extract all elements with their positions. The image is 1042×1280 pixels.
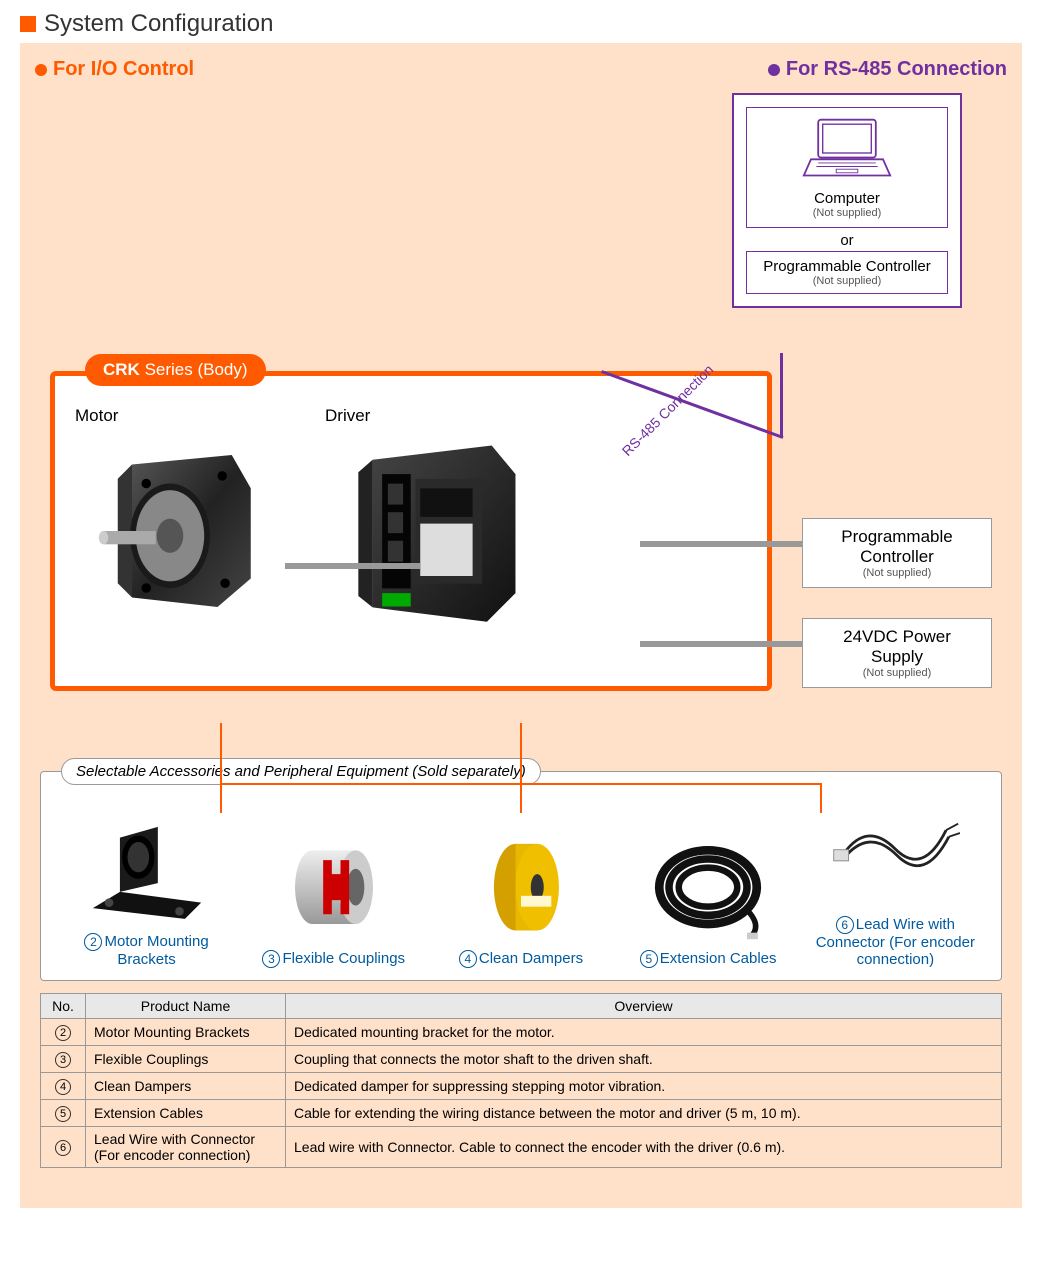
section-title: System Configuration — [0, 0, 1042, 43]
driver-label: Driver — [325, 406, 525, 426]
acc-line-right-v — [820, 783, 822, 813]
accessories-table: No. Product Name Overview 2Motor Mountin… — [40, 993, 1002, 1168]
leadwire-icon — [830, 807, 960, 900]
power-supply-note: (Not supplied) — [817, 667, 977, 679]
bracket-icon — [82, 816, 212, 924]
power-supply-box: 24VDC Power Supply (Not supplied) — [802, 618, 992, 688]
coupling-icon — [269, 833, 399, 941]
or-label: or — [746, 232, 948, 249]
damper-icon — [456, 833, 586, 941]
diagram-area: For I/O Control For RS-485 Connection Co… — [20, 43, 1022, 1208]
cell-name: Flexible Couplings — [86, 1046, 286, 1073]
title-bullet-icon — [20, 16, 36, 32]
orange-dot-icon — [35, 64, 47, 76]
motor-label: Motor — [75, 406, 265, 426]
computer-not-supplied: (Not supplied) — [753, 207, 941, 219]
rs485-heading: For RS-485 Connection — [768, 58, 1007, 81]
cell-overview: Dedicated mounting bracket for the motor… — [286, 1019, 1002, 1046]
io-control-label: For I/O Control — [53, 58, 194, 81]
cell-no: 4 — [41, 1073, 86, 1100]
prog-controller-box-right: Programmable Controller (Not supplied) — [802, 518, 992, 588]
cell-name: Clean Dampers — [86, 1073, 286, 1100]
rs485-heading-label: For RS-485 Connection — [786, 58, 1007, 81]
driver-block: Driver — [325, 406, 525, 656]
acc-item-coupling: 3Flexible Couplings — [244, 832, 424, 968]
prog-controller-box-top: Programmable Controller (Not supplied) — [746, 251, 948, 294]
prog-controller-note-right: (Not supplied) — [817, 567, 977, 579]
th-no: No. — [41, 994, 86, 1019]
cell-name: Lead Wire with Connector (For encoder co… — [86, 1127, 286, 1168]
acc-num-5: 5 — [640, 950, 658, 968]
acc-label-5: Extension Cables — [660, 950, 777, 967]
laptop-icon — [802, 116, 892, 181]
table-row: 2Motor Mounting BracketsDedicated mounti… — [41, 1019, 1002, 1046]
table-row: 5Extension CablesCable for extending the… — [41, 1100, 1002, 1127]
table-row: 3Flexible CouplingsCoupling that connect… — [41, 1046, 1002, 1073]
cell-no: 3 — [41, 1046, 86, 1073]
acc-item-damper: 4Clean Dampers — [431, 832, 611, 968]
acc-label-2: Motor Mounting Brackets — [104, 933, 208, 968]
acc-line-motor-v — [220, 723, 222, 813]
motor-block: Motor — [75, 406, 265, 656]
acc-num-3: 3 — [262, 950, 280, 968]
accessories-panel-title: Selectable Accessories and Peripheral Eq… — [61, 758, 541, 785]
motor-icon — [75, 436, 265, 626]
computer-label: Computer — [753, 190, 941, 207]
acc-line-h — [220, 783, 822, 785]
cell-overview: Lead wire with Connector. Cable to conne… — [286, 1127, 1002, 1168]
computer-box: Computer (Not supplied) — [746, 107, 948, 228]
rs485-line-vert — [780, 353, 783, 438]
cell-no: 5 — [41, 1100, 86, 1127]
driver-icon — [325, 436, 525, 636]
table-row: 6Lead Wire with Connector (For encoder c… — [41, 1127, 1002, 1168]
title-text: System Configuration — [44, 10, 273, 38]
cell-overview: Dedicated damper for suppressing steppin… — [286, 1073, 1002, 1100]
motor-driver-connection — [285, 563, 420, 569]
cable-coil-icon — [643, 833, 773, 941]
acc-num-6: 6 — [836, 916, 854, 934]
th-overview: Overview — [286, 994, 1002, 1019]
cell-no: 6 — [41, 1127, 86, 1168]
th-name: Product Name — [86, 994, 286, 1019]
cell-overview: Cable for extending the wiring distance … — [286, 1100, 1002, 1127]
prog-controller-not-supplied-top: (Not supplied) — [753, 275, 941, 287]
purple-dot-icon — [768, 64, 780, 76]
acc-num-2: 2 — [84, 933, 102, 951]
cell-no: 2 — [41, 1019, 86, 1046]
table-row: 4Clean DampersDedicated damper for suppr… — [41, 1073, 1002, 1100]
acc-num-4: 4 — [459, 950, 477, 968]
acc-line-driver-v — [520, 723, 522, 813]
acc-item-extcable: 5Extension Cables — [618, 832, 798, 968]
prog-controller-label-right: Programmable Controller — [817, 527, 977, 567]
rs485-devices-box: Computer (Not supplied) or Programmable … — [732, 93, 962, 308]
power-supply-label: 24VDC Power Supply — [817, 627, 977, 667]
acc-label-4: Clean Dampers — [479, 950, 583, 967]
acc-label-3: Flexible Couplings — [282, 950, 405, 967]
prog-controller-label-top: Programmable Controller — [753, 258, 941, 275]
acc-item-leadwire: 6Lead Wire with Connector (For encoder c… — [805, 798, 985, 968]
acc-item-bracket: 2Motor Mounting Brackets — [57, 815, 237, 968]
io-control-heading: For I/O Control — [35, 58, 194, 81]
table-header-row: No. Product Name Overview — [41, 994, 1002, 1019]
cell-name: Extension Cables — [86, 1100, 286, 1127]
cell-name: Motor Mounting Brackets — [86, 1019, 286, 1046]
cell-overview: Coupling that connects the motor shaft t… — [286, 1046, 1002, 1073]
